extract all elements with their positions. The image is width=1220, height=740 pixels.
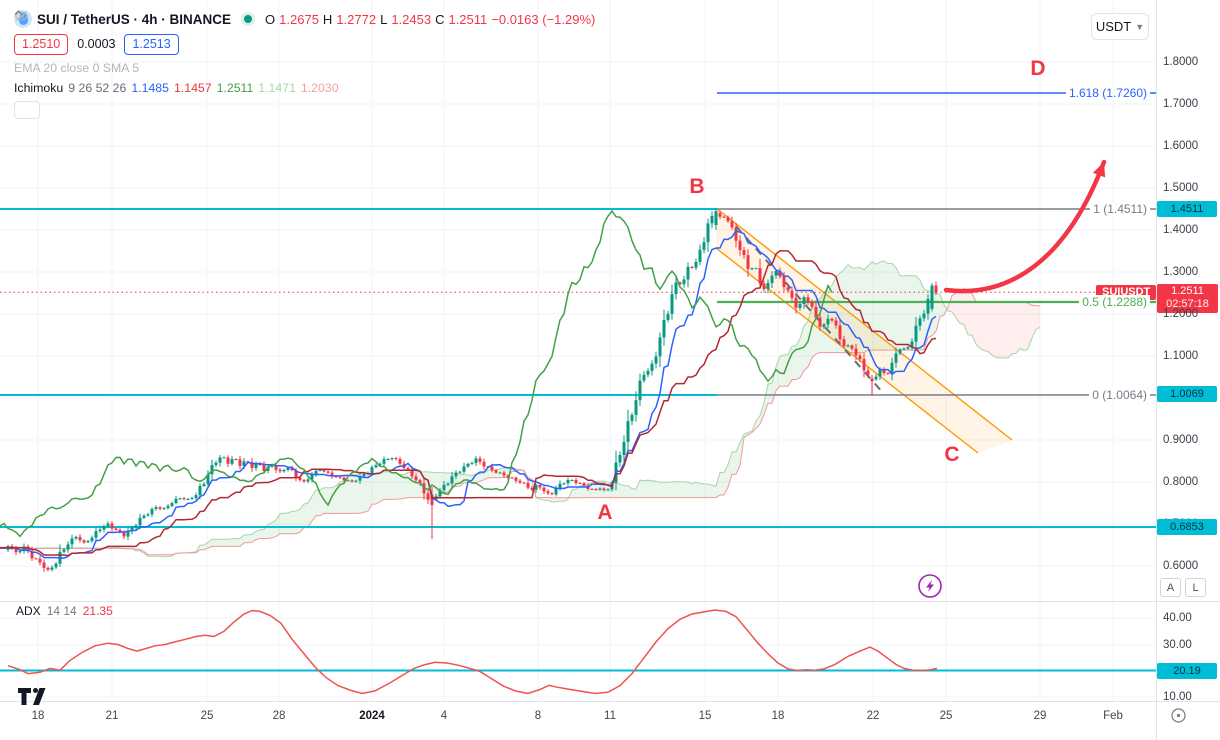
currency-selector-button[interactable]: USDT ▼ <box>1091 13 1149 40</box>
time-tick: 18 <box>31 710 45 722</box>
ichimoku-value: 1.2030 <box>300 81 339 95</box>
time-tick: 4 <box>440 710 448 722</box>
time-tick: 21 <box>105 710 119 722</box>
adx-level-badge: 20.19 <box>1157 663 1217 679</box>
high-value: 1.2772 <box>336 11 377 27</box>
low-label: L <box>380 11 388 27</box>
time-tick: 25 <box>200 710 214 722</box>
ichimoku-value: 1.1485 <box>131 81 169 95</box>
last-price-badge: 1.2511 02:57:18 <box>1157 284 1218 313</box>
symbol-row[interactable]: SUI / TetherUS · 4h · BINANCE O 1.2675 H… <box>14 10 595 28</box>
adx-tick: 40.00 <box>1163 612 1192 624</box>
price-tick: 1.5000 <box>1163 182 1199 194</box>
ichimoku-value: 1.1457 <box>173 81 212 95</box>
price-tick: 1.4000 <box>1163 224 1199 236</box>
time-tick: 29 <box>1033 710 1047 722</box>
time-tick: 18 <box>771 710 785 722</box>
bar-countdown: 02:57:18 <box>1166 298 1209 310</box>
legend-collapse-button[interactable] <box>14 10 40 119</box>
ema-label: EMA 20 close 0 SMA 5 <box>14 61 140 75</box>
adx-tick: 30.00 <box>1163 639 1192 651</box>
currency-label: USDT <box>1095 19 1132 34</box>
chart-legend: SUI / TetherUS · 4h · BINANCE O 1.2675 H… <box>14 10 595 125</box>
symbol-price-tag: SUIUSDT <box>1096 285 1157 300</box>
ichimoku-values: 1.1485 1.1457 1.2511 1.1471 1.2030 <box>131 81 343 95</box>
price-tick: 1.2000 <box>1163 308 1199 320</box>
candlestick-series <box>6 208 938 572</box>
support-rays[interactable] <box>0 208 1156 528</box>
fib-lines[interactable] <box>717 92 1156 396</box>
level-price-badge: 1.4511 <box>1157 201 1217 217</box>
boost-lightning-icon[interactable] <box>918 574 942 598</box>
price-tick: 1.8000 <box>1163 56 1199 68</box>
time-axis[interactable] <box>0 701 1156 740</box>
ohlc-values: O 1.2675 H 1.2772 L 1.2453 C 1.2511 −0.0… <box>265 12 595 27</box>
dashed-trendline[interactable] <box>735 225 885 395</box>
ichimoku-value: 1.2511 <box>216 81 254 95</box>
price-tick: 0.6000 <box>1163 560 1199 572</box>
time-tick: 25 <box>939 710 953 722</box>
projection-arrow[interactable] <box>943 159 1107 294</box>
ichimoku-cloud <box>16 261 1040 557</box>
adx-legend-row[interactable]: ADX 14 14 21.35 <box>16 604 113 618</box>
tenkan-line <box>0 230 937 559</box>
time-tick: 22 <box>866 710 880 722</box>
ema-indicator-row[interactable]: EMA 20 close 0 SMA 5 <box>14 11 595 75</box>
time-tick: 28 <box>272 710 286 722</box>
ichimoku-value: 1.1471 <box>258 81 296 95</box>
close-value: 1.2511 <box>448 11 488 27</box>
change-value: −0.0163 (−1.29%) <box>491 11 596 27</box>
chevron-down-icon: ▼ <box>1135 21 1145 32</box>
sell-button[interactable]: 1.2510 <box>14 34 69 55</box>
adx-line <box>7 609 938 695</box>
ichimoku-label: Ichimoku <box>14 81 64 95</box>
kijun-line <box>0 250 937 557</box>
spread-value: 0.0003 <box>77 37 116 51</box>
bid-ask-row: 1.2510 0.0003 1.2513 <box>14 34 595 55</box>
price-tick: 1.6000 <box>1163 140 1199 152</box>
last-price-value: 1.2511 <box>1171 285 1204 297</box>
price-tick: 1.3000 <box>1163 266 1199 278</box>
label-button[interactable]: L <box>1185 578 1206 597</box>
time-tick: 2024 <box>359 710 385 722</box>
senkou-a-line <box>0 260 1041 558</box>
symbol-title[interactable]: SUI / TetherUS · 4h · BINANCE <box>37 11 232 27</box>
buy-button[interactable]: 1.2513 <box>124 34 179 55</box>
low-value: 1.2453 <box>391 11 432 27</box>
market-status-icon[interactable] <box>244 15 253 23</box>
price-tick: 1.7000 <box>1163 98 1199 110</box>
chikou-line <box>0 209 833 538</box>
price-tick: 0.9000 <box>1163 434 1199 446</box>
chevron-up-icon <box>14 10 23 15</box>
price-tick: 0.8000 <box>1163 476 1199 488</box>
high-label: H <box>322 11 333 27</box>
senkou-b-line <box>0 287 1041 556</box>
time-tick: 11 <box>604 710 616 722</box>
adx-label: ADX <box>16 604 41 618</box>
open-value: 1.2675 <box>279 11 319 27</box>
open-label: O <box>265 11 276 27</box>
time-tick: Feb <box>1103 710 1123 722</box>
adx-params: 14 14 <box>46 604 77 618</box>
level-price-badge: 0.6853 <box>1157 519 1217 535</box>
ichimoku-indicator-row[interactable]: Ichimoku 9 26 52 26 1.1485 1.1457 1.2511 1.… <box>14 81 595 95</box>
level-price-badge: 1.0069 <box>1157 386 1217 402</box>
price-tick: 1.1000 <box>1163 350 1199 362</box>
grid <box>0 0 1156 701</box>
close-label: C <box>435 11 445 27</box>
time-tick: 8 <box>534 710 542 722</box>
ichimoku-params: 9 26 52 26 <box>68 81 127 95</box>
adx-tick: 10.00 <box>1163 691 1192 703</box>
alert-button[interactable]: A <box>1160 578 1181 597</box>
adx-value: 21.35 <box>82 604 113 618</box>
time-tick: 15 <box>698 710 712 722</box>
